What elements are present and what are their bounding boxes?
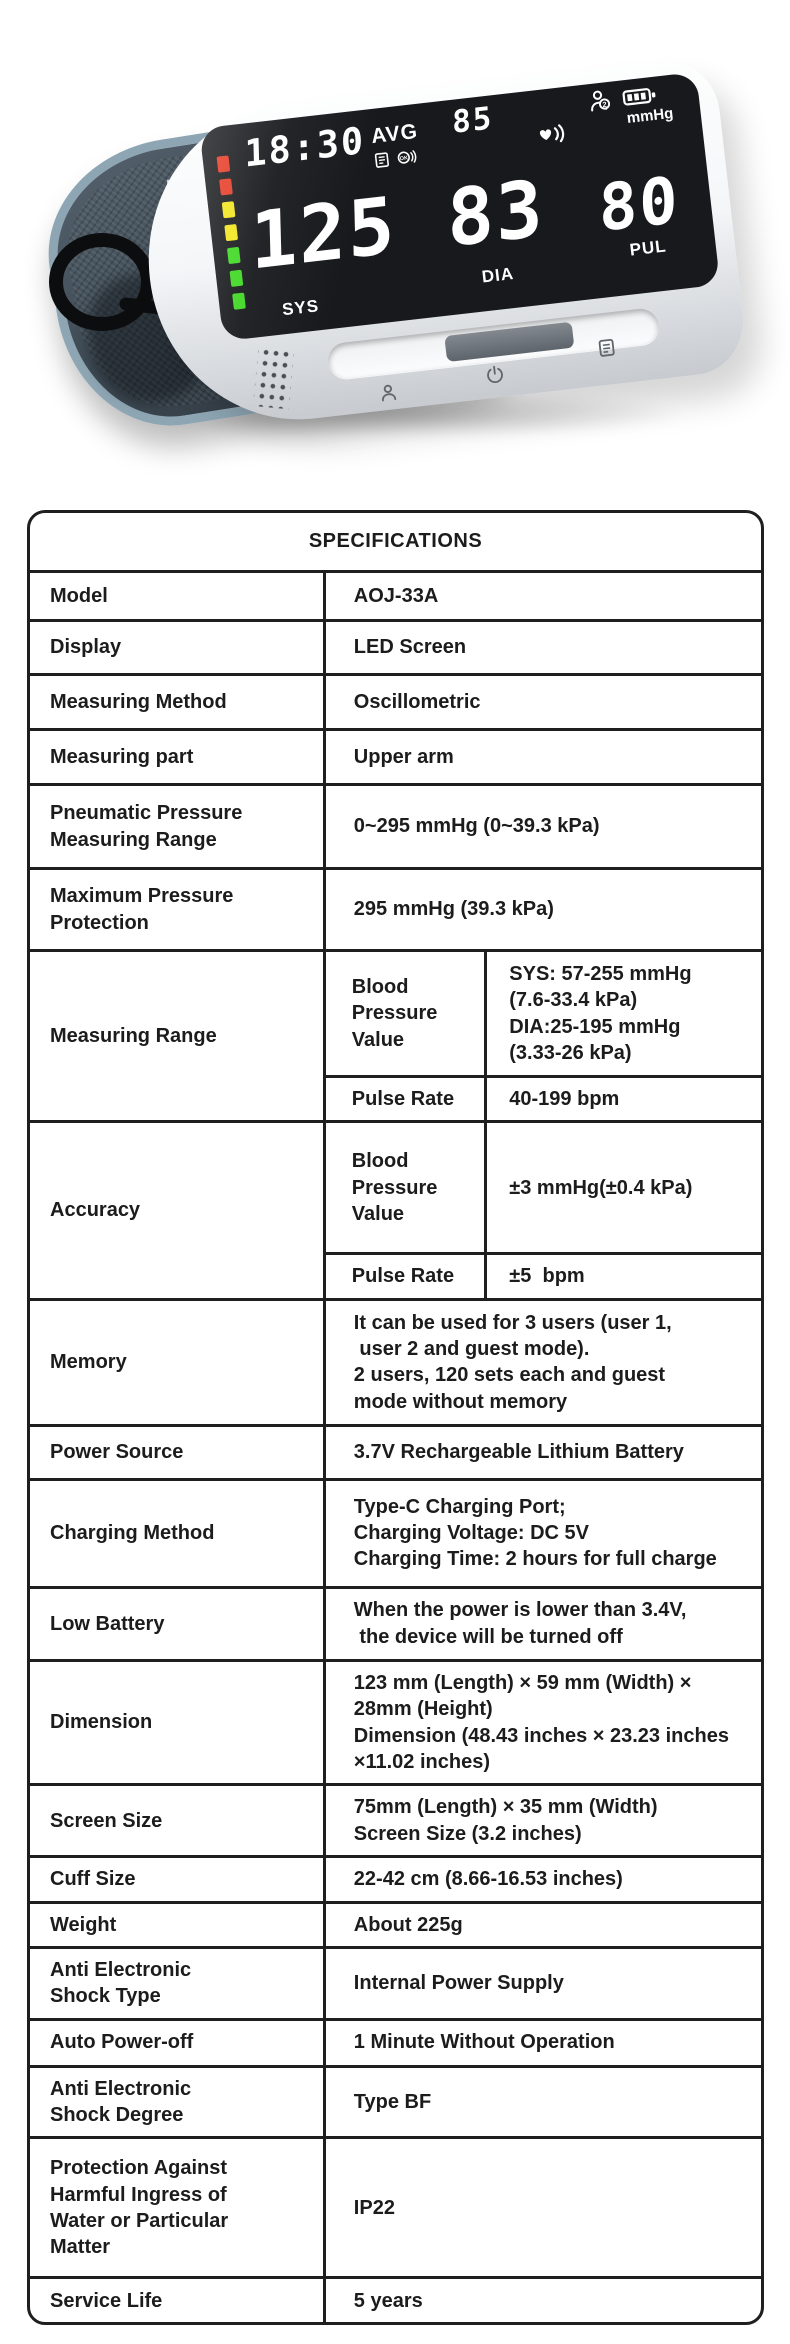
spec-label-dimension: Dimension — [30, 1658, 326, 1787]
sub-value-bp-range: SYS: 57-255 mmHg (7.6-33.4 kPa) DIA:25-1… — [484, 949, 761, 1078]
spec-value-measuring-part: Upper arm — [322, 728, 761, 786]
sub-value-bp-accuracy: ±3 mmHg(±0.4 kPa) — [484, 1120, 761, 1256]
device-buttons — [132, 56, 749, 435]
specifications-section: SPECIFICATIONS Model AOJ-33A Display LED… — [27, 510, 764, 2326]
led-screen: 18:30 AVG OK 85 — [199, 71, 721, 342]
user-switch-icon — [382, 384, 397, 402]
spec-value-display: LED Screen — [322, 619, 761, 676]
spec-value-max-protection: 295 mmHg (39.3 kPa) — [322, 867, 761, 952]
spec-label-measuring-range: Measuring Range — [30, 948, 326, 1124]
power-icon — [487, 365, 503, 384]
spec-value-screen-size: 75mm (Length) × 35 mm (Width) Screen Siz… — [322, 1783, 761, 1859]
spec-value-memory: It can be used for 3 users (user 1, user… — [322, 1297, 761, 1427]
memory-icon — [598, 338, 615, 357]
spec-value-charging-method: Type-C Charging Port; Charging Voltage: … — [322, 1477, 761, 1589]
product-photo: Dowell — [0, 0, 790, 505]
spec-value-low-battery: When the power is lower than 3.4V, the d… — [322, 1585, 761, 1662]
spec-value-cuff-size: 22-42 cm (8.66-16.53 inches) — [322, 1855, 761, 1904]
spec-value-power-source: 3.7V Rechargeable Lithium Battery — [322, 1423, 761, 1481]
spec-label-max-protection: Maximum Pressure Protection — [30, 867, 326, 952]
spec-value-shock-degree: Type BF — [322, 2064, 761, 2140]
sub-label-pulse-rate: Pulse Rate — [322, 1074, 488, 1124]
spec-value-ip-protection: IP22 — [322, 2136, 761, 2280]
spec-value-pneumatic-range: 0~295 mmHg (0~39.3 kPa) — [322, 783, 761, 870]
spec-label-weight: Weight — [30, 1900, 326, 1949]
specifications-table: SPECIFICATIONS Model AOJ-33A Display LED… — [27, 510, 764, 2326]
spec-value-shock-type: Internal Power Supply — [322, 1945, 761, 2021]
sub-label-bp-accuracy: Blood Pressure Value — [322, 1120, 488, 1256]
spec-label-display: Display — [30, 619, 326, 676]
spec-label-shock-type: Anti Electronic Shock Type — [30, 1945, 326, 2021]
spec-label-model: Model — [30, 570, 326, 622]
sub-value-pulse-accuracy: ±5 bpm — [484, 1252, 761, 1301]
spec-label-memory: Memory — [30, 1297, 326, 1427]
spec-value-dimension: 123 mm (Length) × 59 mm (Width) × 28mm (… — [322, 1658, 761, 1787]
bp-monitor-device: 18:30 AVG OK 85 — [132, 55, 749, 436]
spec-label-service-life: Service Life — [30, 2276, 326, 2323]
spec-label-accuracy: Accuracy — [30, 1120, 326, 1301]
spec-label-measuring-method: Measuring Method — [30, 673, 326, 731]
spec-label-shock-degree: Anti Electronic Shock Degree — [30, 2064, 326, 2140]
spec-value-weight: About 225g — [322, 1900, 761, 1949]
sub-label-pulse-accuracy: Pulse Rate — [322, 1252, 488, 1301]
table-title: SPECIFICATIONS — [30, 513, 761, 573]
spec-value-measuring-method: Oscillometric — [322, 673, 761, 731]
sub-value-pulse-range: 40-199 bpm — [484, 1074, 761, 1124]
spec-label-low-battery: Low Battery — [30, 1585, 326, 1662]
sub-label-bp-value: Blood Pressure Value — [322, 949, 488, 1078]
spec-value-model: AOJ-33A — [322, 570, 761, 622]
spec-label-measuring-part: Measuring part — [30, 728, 326, 786]
spec-label-screen-size: Screen Size — [30, 1783, 326, 1859]
spec-label-auto-power-off: Auto Power-off — [30, 2017, 326, 2068]
spec-label-pneumatic-range: Pneumatic Pressure Measuring Range — [30, 783, 326, 870]
spec-label-power-source: Power Source — [30, 1423, 326, 1481]
spec-label-charging-method: Charging Method — [30, 1477, 326, 1589]
spec-label-cuff-size: Cuff Size — [30, 1855, 326, 1904]
spec-value-service-life: 5 years — [322, 2276, 761, 2323]
spec-value-auto-power-off: 1 Minute Without Operation — [322, 2017, 761, 2068]
spec-label-ip-protection: Protection Against Harmful Ingress of Wa… — [30, 2136, 326, 2280]
